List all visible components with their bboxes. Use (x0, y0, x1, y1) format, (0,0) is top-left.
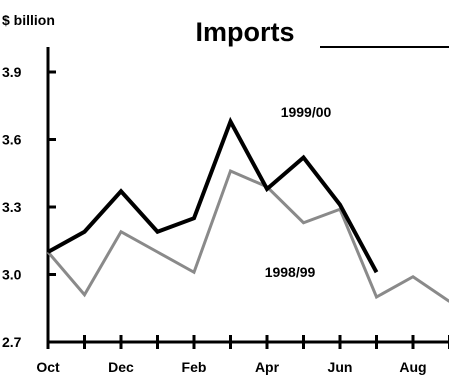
x-tick-label: Oct (36, 359, 60, 375)
legend-label-1998-99: 1998/99 (265, 264, 316, 280)
series-layer (46, 116, 449, 303)
y-axis-ticks: 2.7 3.0 3.3 3.6 3.9 (2, 64, 56, 350)
series-line-1998-99 (46, 168, 449, 303)
y-tick-label: 3.6 (2, 132, 22, 148)
x-tick-label: Aug (399, 359, 426, 375)
series-line-1999-00 (47, 116, 379, 274)
x-axis-ticks: Oct Dec Feb Apr Jun Aug (36, 335, 449, 375)
x-tick-label: Feb (182, 359, 207, 375)
legend-label-1999-00: 1999/00 (281, 104, 332, 120)
y-tick-label: 2.7 (2, 334, 22, 350)
y-tick-label: 3.3 (2, 199, 22, 215)
y-axis-label: $ billion (2, 12, 55, 28)
y-tick-label: 3.9 (2, 64, 22, 80)
chart-title: Imports (195, 17, 294, 47)
x-tick-label: Dec (108, 359, 134, 375)
y-tick-label: 3.0 (2, 267, 22, 283)
x-tick-label: Apr (255, 359, 280, 375)
x-tick-label: Jun (328, 359, 353, 375)
